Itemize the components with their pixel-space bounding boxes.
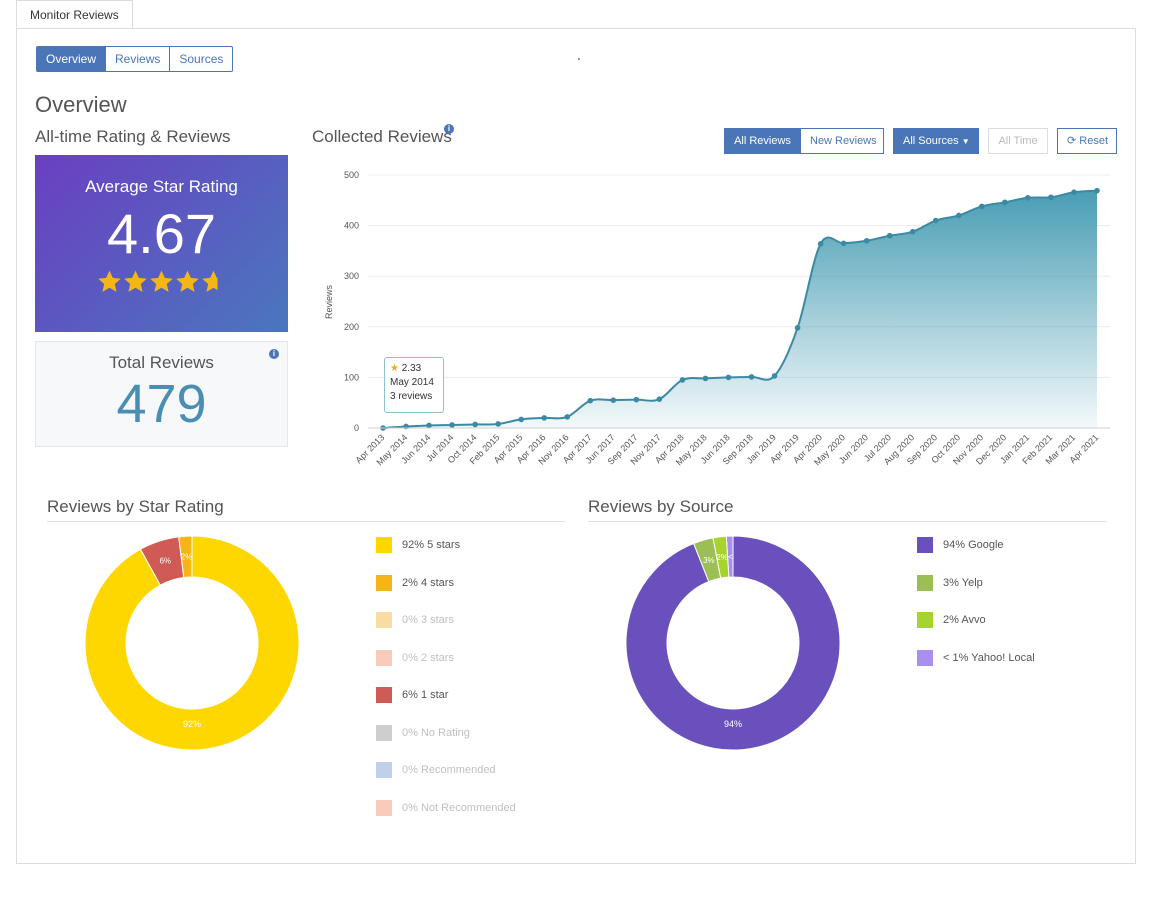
star-icon [98, 270, 121, 292]
star-icon [150, 270, 173, 292]
star-rating-legend-item[interactable]: 0% 2 stars [376, 649, 454, 666]
source-legend-item[interactable]: 3% Yelp [917, 574, 983, 591]
average-rating-value: 4.67 [107, 202, 216, 265]
chart-tooltip: ★ 2.33 May 2014 3 reviews [384, 357, 444, 413]
tab-monitor-reviews[interactable]: Monitor Reviews [16, 0, 133, 28]
rating-section-title: All-time Rating & Reviews [35, 127, 231, 146]
star-icon: ★ [390, 363, 399, 374]
tab-sources[interactable]: Sources [170, 46, 234, 72]
star-rating-legend-item[interactable]: 92% 5 stars [376, 537, 460, 553]
star-rating-display [35, 269, 288, 294]
reset-icon: ⟳ [1067, 135, 1077, 147]
legend-swatch [376, 574, 392, 591]
legend-swatch [376, 612, 392, 628]
tooltip-count: 3 reviews [390, 391, 433, 402]
source-section-title: Reviews by Source [588, 497, 734, 516]
divider-dot [578, 58, 580, 60]
legend-label: 0% Recommended [402, 764, 496, 776]
tooltip-rating: 2.33 [401, 363, 422, 374]
collected-reviews-title: Collected Reviews [312, 127, 452, 146]
legend-label: 0% No Rating [402, 726, 470, 739]
average-rating-card: Average Star Rating 4.67 [35, 155, 288, 332]
star-rating-legend-item[interactable]: 6% 1 star [376, 687, 448, 703]
star-icon [124, 270, 147, 292]
legend-swatch [917, 612, 933, 628]
star-section-divider [47, 521, 565, 522]
source-legend-item[interactable]: 94% Google [917, 537, 1004, 553]
legend-label: 0% Not Recommended [402, 801, 516, 814]
legend-swatch [376, 724, 392, 741]
tooltip-date: May 2014 [390, 377, 434, 388]
collected-reviews-info-icon[interactable]: i [444, 124, 454, 134]
reset-label: Reset [1079, 135, 1109, 147]
legend-label: 92% 5 stars [402, 539, 461, 551]
star-icon [202, 270, 225, 292]
star-rating-legend-item[interactable]: 0% Not Recommended [376, 799, 516, 816]
legend-swatch [376, 687, 392, 703]
average-rating-label: Average Star Rating [85, 177, 238, 196]
page-title: Overview [35, 92, 127, 117]
legend-label: 6% 1 star [402, 689, 449, 701]
caret-down-icon: ▼ [961, 137, 970, 146]
tab-reviews[interactable]: Reviews [106, 46, 171, 72]
total-reviews-card: Total Reviews 479 [35, 341, 288, 447]
legend-label: 0% 3 stars [402, 614, 454, 626]
view-tab-group: Overview Reviews Sources [36, 46, 234, 72]
source-legend-item[interactable]: 2% Avvo [917, 612, 986, 628]
all-time-button[interactable]: All Time [988, 128, 1048, 154]
legend-swatch [917, 574, 933, 591]
star-rating-legend-item[interactable]: 0% No Rating [376, 724, 470, 741]
star-rating-legend-item[interactable]: 0% 3 stars [376, 612, 454, 628]
total-reviews-label: Total Reviews [109, 353, 214, 372]
total-reviews-value: 479 [116, 374, 207, 434]
all-sources-dropdown[interactable]: All Sources ▼ [893, 128, 979, 154]
legend-label: 0% 2 stars [402, 651, 454, 664]
legend-swatch [376, 799, 392, 816]
reset-button[interactable]: ⟳ Reset [1057, 128, 1117, 154]
legend-swatch [376, 537, 392, 553]
total-reviews-info-icon[interactable]: i [269, 349, 279, 359]
page-tab-strip: Monitor Reviews [0, 0, 1158, 29]
legend-swatch [376, 762, 392, 778]
legend-swatch [376, 649, 392, 666]
legend-label: 94% Google [943, 539, 1004, 551]
new-reviews-button[interactable]: New Reviews [800, 128, 884, 154]
star-icon [176, 270, 199, 292]
source-legend-item[interactable]: < 1% Yahoo! Local [917, 649, 1035, 666]
source-section-divider [588, 521, 1106, 522]
legend-swatch [917, 649, 933, 666]
legend-label: 3% Yelp [943, 576, 983, 589]
legend-label: 2% Avvo [943, 614, 986, 626]
star-rating-legend-item[interactable]: 2% 4 stars [376, 574, 454, 591]
star-rating-section-title: Reviews by Star Rating [47, 497, 224, 516]
legend-swatch [917, 537, 933, 553]
all-reviews-button[interactable]: All Reviews [724, 128, 801, 154]
tab-overview[interactable]: Overview [36, 46, 107, 72]
legend-label: 2% 4 stars [402, 576, 454, 589]
legend-label: < 1% Yahoo! Local [943, 651, 1035, 664]
all-sources-label: All Sources [903, 135, 959, 147]
star-rating-legend-item[interactable]: 0% Recommended [376, 762, 496, 778]
